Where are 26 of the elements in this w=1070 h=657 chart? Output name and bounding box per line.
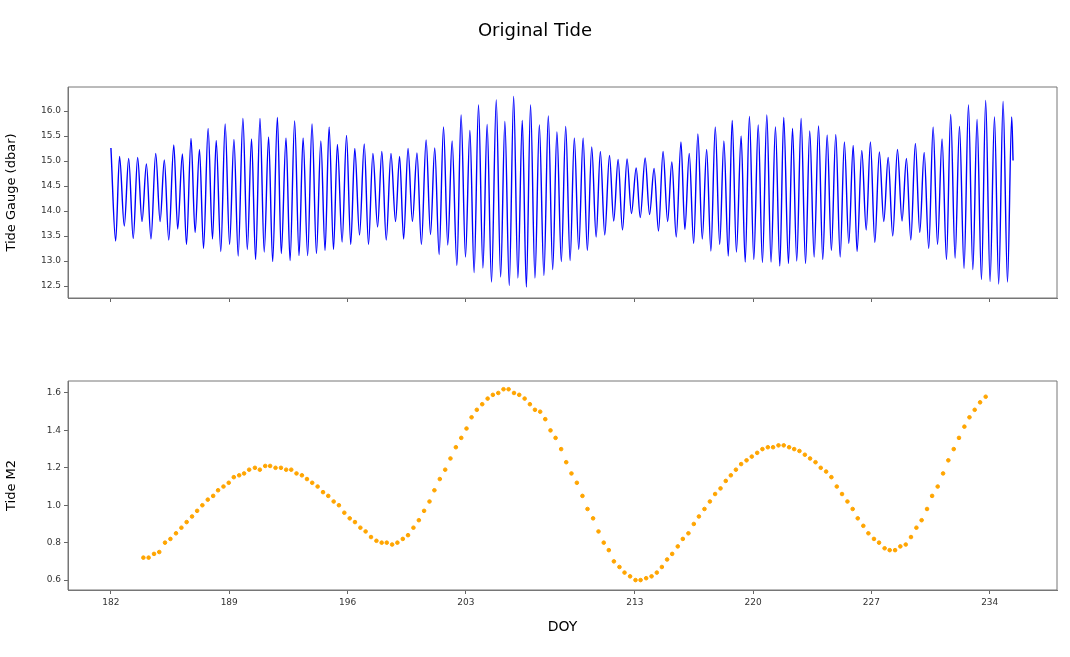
- x-tick-label: 213: [626, 596, 644, 607]
- y-tick-label: 15.0: [40, 155, 62, 166]
- y-tick-label: 13.0: [40, 255, 62, 266]
- y-tick-label: 0.8: [46, 537, 62, 548]
- y-tick-label: 12.5: [40, 280, 61, 291]
- x-tick-label: 203: [457, 596, 475, 607]
- x-tick-label: 182: [102, 596, 120, 607]
- y-axis-title: Tide M2: [3, 459, 19, 513]
- y-tick-label: 1.6: [46, 387, 62, 398]
- y-tick-label: 16.0: [40, 105, 62, 116]
- y-tick-label: 14.0: [40, 205, 62, 216]
- y-tick-label: 0.6: [46, 574, 62, 585]
- x-tick-label: 196: [338, 596, 357, 607]
- y-tick-label: 1.2: [46, 462, 61, 473]
- x-axis-title: DOY: [547, 618, 578, 635]
- x-tick-label: 189: [220, 596, 239, 607]
- x-tick-label: 234: [981, 596, 999, 607]
- chart-title: Original Tide: [476, 19, 594, 40]
- y-tick-label: 13.5: [40, 230, 61, 241]
- y-axis-title: Tide Gauge (dbar): [3, 133, 19, 253]
- y-tick-label: 1.4: [46, 424, 62, 435]
- y-tick-label: 1.0: [46, 499, 62, 510]
- y-tick-label: 15.5: [40, 130, 61, 141]
- x-tick-label: 227: [862, 596, 881, 607]
- y-tick-label: 14.5: [40, 180, 61, 191]
- x-tick-label: 220: [744, 596, 762, 607]
